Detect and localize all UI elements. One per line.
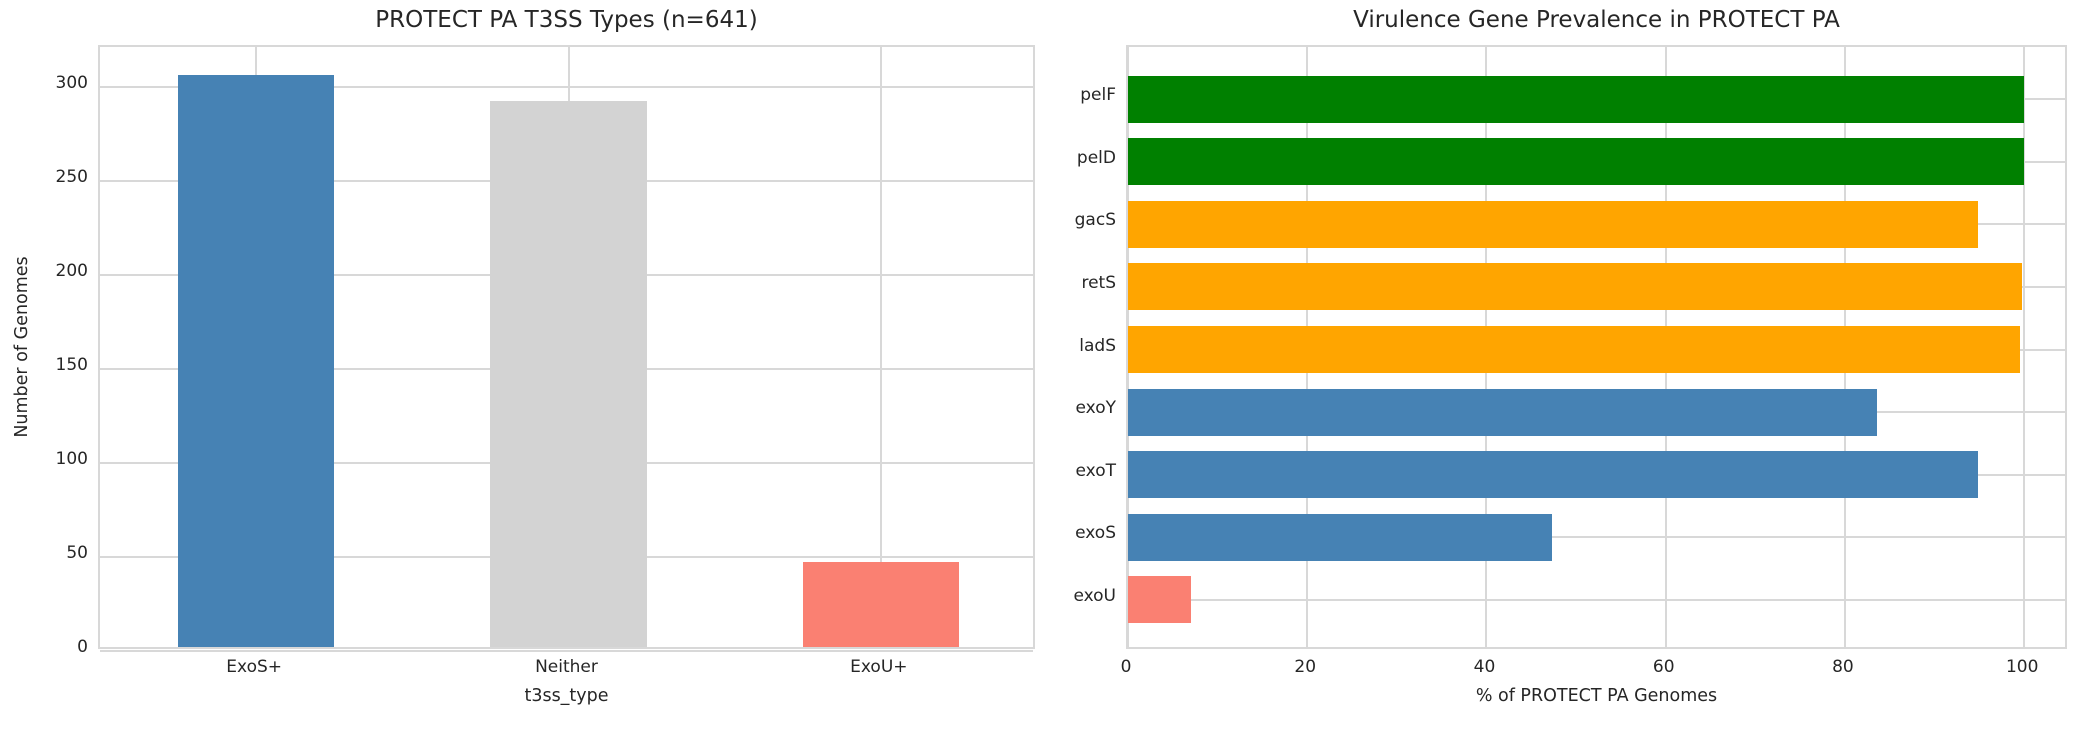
x-tick-label: 80 [1832, 657, 1854, 677]
y-tick-label: pelF [1080, 85, 1116, 106]
x-tick-label: 100 [2005, 657, 2039, 677]
y-tick-label: exoY [1075, 398, 1116, 419]
y-tick-label: 100 [55, 448, 88, 469]
y-tick-label: 200 [55, 260, 88, 281]
category-gridline [879, 47, 882, 647]
bar-retS [1128, 263, 2023, 311]
bar-exoY [1128, 388, 1878, 436]
y-tick-label: retS [1081, 272, 1116, 293]
y-tick-label: ladS [1079, 335, 1116, 356]
x-tick-label: 0 [1120, 657, 1132, 677]
category-gridline [1128, 598, 2065, 601]
virulence-x-axis-label: % of PROTECT PA Genomes [1475, 686, 1718, 706]
t3ss-bar-chart-plot-area [98, 45, 1035, 652]
category-gridline [1128, 536, 2065, 539]
y-tick-label: 50 [66, 542, 88, 563]
y-gridline [100, 85, 1033, 88]
bar-exoS [1128, 513, 1552, 561]
x-tick-label: ExoU+ [850, 657, 908, 677]
virulence-chart-title: Virulence Gene Prevalence in PROTECT PA [1353, 7, 1840, 33]
y-tick-label: exoT [1075, 460, 1116, 481]
y-tick-label: exoU [1073, 585, 1116, 606]
y-tick-label: 150 [55, 354, 88, 375]
y-gridline [100, 650, 1033, 652]
x-tick-label: ExoS+ [226, 657, 283, 677]
bar-exoT [1128, 451, 1979, 499]
t3ss-y-axis-label: Number of Genomes [12, 256, 32, 438]
y-tick-label: gacS [1074, 210, 1116, 231]
t3ss-chart-title: PROTECT PA T3SS Types (n=641) [375, 7, 758, 33]
x-gridline [2023, 47, 2026, 647]
y-tick-label: pelD [1076, 147, 1116, 168]
bar-ladS [1128, 326, 2020, 373]
t3ss-x-axis-label: t3ss_type [524, 686, 609, 706]
virulence-bar-chart-plot-area [1126, 45, 2067, 649]
y-tick-label: 300 [55, 72, 88, 93]
y-tick-label: 250 [55, 166, 88, 187]
x-tick-label: 20 [1294, 657, 1317, 677]
y-tick-label: 0 [77, 637, 88, 657]
x-tick-label: 60 [1652, 657, 1675, 677]
bar-gacS [1128, 200, 1979, 248]
bar-pelD [1128, 138, 2025, 186]
bar-ExoS+ [178, 75, 335, 647]
bar-pelF [1128, 75, 2025, 123]
bar-ExoU+ [802, 562, 959, 647]
bar-exoU [1128, 576, 1191, 624]
bar-Neither [490, 101, 647, 647]
x-tick-label: Neither [535, 657, 598, 677]
y-tick-label: exoS [1075, 523, 1116, 544]
x-tick-label: 40 [1473, 657, 1496, 677]
